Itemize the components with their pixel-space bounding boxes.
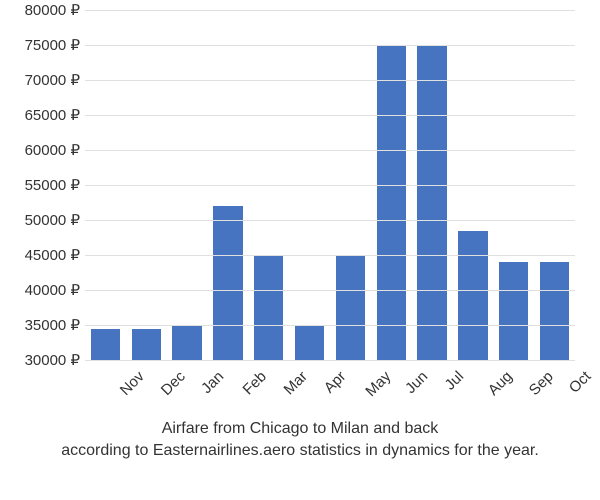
plot-area	[85, 10, 575, 360]
chart-caption: Airfare from Chicago to Milan and back a…	[0, 418, 600, 461]
chart-container: Airfare from Chicago to Milan and back a…	[0, 0, 600, 500]
grid-line	[85, 115, 575, 116]
y-tick-label: 60000 ₽	[25, 141, 80, 159]
bar	[540, 262, 569, 360]
y-tick-label: 70000 ₽	[25, 71, 80, 89]
bar	[91, 329, 120, 361]
grid-line	[85, 220, 575, 221]
x-tick-label: Jan	[198, 368, 227, 397]
bar	[458, 231, 487, 361]
y-tick-label: 65000 ₽	[25, 106, 80, 124]
bar	[377, 45, 406, 360]
x-tick-label: Jul	[442, 368, 468, 394]
x-tick-label: Sep	[526, 368, 557, 399]
x-tick-label: Apr	[320, 368, 349, 397]
grid-line	[85, 360, 575, 361]
grid-line	[85, 255, 575, 256]
y-tick-label: 55000 ₽	[25, 176, 80, 194]
grid-line	[85, 325, 575, 326]
grid-line	[85, 150, 575, 151]
bar	[417, 45, 446, 360]
x-tick-label: Aug	[485, 368, 516, 399]
grid-line	[85, 185, 575, 186]
x-tick-label: Jun	[402, 368, 431, 397]
bar	[132, 329, 161, 361]
bar	[172, 325, 201, 360]
grid-line	[85, 290, 575, 291]
x-tick-label: May	[363, 368, 395, 400]
x-tick-label: Oct	[565, 368, 594, 397]
x-tick-label: Dec	[158, 368, 189, 399]
y-tick-label: 30000 ₽	[25, 351, 80, 369]
grid-line	[85, 80, 575, 81]
x-tick-label: Mar	[280, 368, 310, 398]
y-tick-label: 45000 ₽	[25, 246, 80, 264]
y-tick-label: 35000 ₽	[25, 316, 80, 334]
y-tick-label: 75000 ₽	[25, 36, 80, 54]
caption-line-2: according to Easternairlines.aero statis…	[61, 442, 539, 459]
grid-line	[85, 45, 575, 46]
bar	[213, 206, 242, 360]
y-tick-label: 80000 ₽	[25, 1, 80, 19]
x-tick-label: Feb	[239, 368, 269, 398]
caption-line-1: Airfare from Chicago to Milan and back	[162, 420, 439, 437]
bar	[336, 255, 365, 360]
bar	[295, 325, 324, 360]
y-tick-label: 50000 ₽	[25, 211, 80, 229]
y-tick-label: 40000 ₽	[25, 281, 80, 299]
bar	[499, 262, 528, 360]
bar	[254, 256, 283, 360]
grid-line	[85, 10, 575, 11]
x-tick-label: Nov	[117, 368, 148, 399]
